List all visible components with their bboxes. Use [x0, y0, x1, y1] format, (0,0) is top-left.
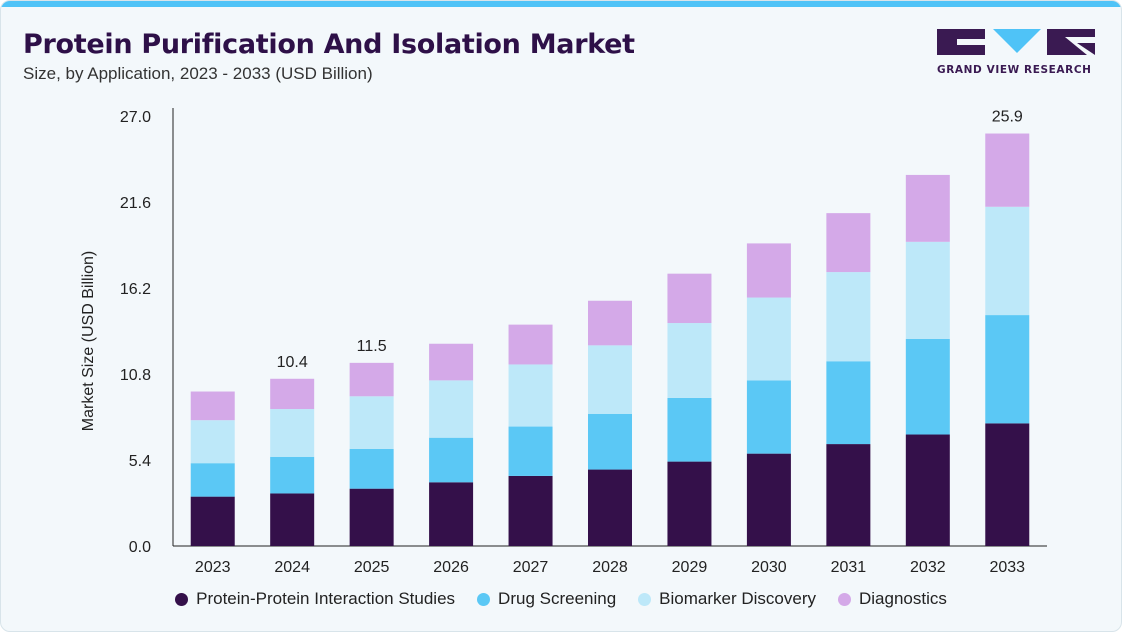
bar-total-label: 25.9: [992, 109, 1023, 126]
bar-2029-biomarker-discovery: [667, 323, 712, 398]
bar-2025-diagnostics: [349, 362, 394, 397]
bar-2028-drug-screening: [588, 413, 632, 470]
page-title: Protein Purification And Isolation Marke…: [23, 29, 635, 60]
bar-2030-drug-screening: [746, 380, 791, 454]
legend-swatch: [638, 592, 652, 606]
y-tick-label: 16.2: [120, 281, 151, 298]
x-tick-label: 2025: [354, 559, 390, 576]
x-tick-label: 2028: [592, 559, 628, 576]
bar-2027-biomarker-discovery: [508, 364, 553, 427]
bar-2024-protein-protein-interaction-studies: [270, 493, 315, 546]
bar-2031-diagnostics: [826, 213, 871, 273]
bar-2031-biomarker-discovery: [826, 272, 871, 362]
x-tick-label: 2032: [910, 559, 946, 576]
legend-label: Drug Screening: [498, 589, 617, 608]
bar-2026-biomarker-discovery: [429, 380, 474, 438]
legend-item: Biomarker Discovery: [638, 589, 816, 609]
bar-2032-diagnostics: [905, 174, 950, 242]
legend-swatch: [837, 592, 851, 606]
y-tick-label: 21.6: [120, 195, 151, 212]
y-tick-label: 27.0: [120, 109, 151, 126]
bar-2030-diagnostics: [746, 243, 791, 298]
accent-bar: [1, 1, 1121, 7]
logo-text: GRAND VIEW RESEARCH: [937, 64, 1092, 76]
x-tick-label: 2031: [831, 559, 867, 576]
bar-2029-drug-screening: [667, 397, 712, 462]
legend-item: Diagnostics: [837, 589, 947, 609]
legend-item: Protein-Protein Interaction Studies: [175, 589, 455, 609]
legend-label: Protein-Protein Interaction Studies: [196, 589, 456, 608]
bar-2030-protein-protein-interaction-studies: [746, 453, 791, 546]
bar-2023-drug-screening: [190, 463, 235, 497]
bar-2029-protein-protein-interaction-studies: [667, 461, 712, 546]
bar-2023-diagnostics: [190, 391, 235, 421]
bar-2027-diagnostics: [508, 324, 553, 365]
legend-item: Drug Screening: [477, 589, 616, 609]
page-subtitle: Size, by Application, 2023 - 2033 (USD B…: [23, 64, 373, 83]
bar-2033-drug-screening: [985, 315, 1030, 424]
x-tick-label: 2026: [433, 559, 469, 576]
grand-view-research-logo: [937, 29, 1095, 55]
bar-2025-drug-screening: [349, 448, 394, 489]
bar-2025-protein-protein-interaction-studies: [349, 488, 394, 546]
x-tick-label: 2023: [195, 559, 231, 576]
x-tick-label: 2029: [672, 559, 708, 576]
y-axis-label: Market Size (USD Billion): [80, 251, 97, 431]
bar-2032-protein-protein-interaction-studies: [905, 434, 950, 546]
bar-2031-protein-protein-interaction-studies: [826, 444, 871, 546]
x-tick-label: 2027: [513, 559, 549, 576]
bar-2024-drug-screening: [270, 456, 315, 494]
bar-2030-biomarker-discovery: [746, 297, 791, 381]
bar-2032-biomarker-discovery: [905, 241, 950, 339]
bar-2023-protein-protein-interaction-studies: [190, 496, 235, 546]
bar-2025-biomarker-discovery: [349, 396, 394, 449]
y-tick-label: 0.0: [129, 539, 151, 556]
bar-2026-diagnostics: [429, 343, 474, 381]
x-tick-label: 2030: [751, 559, 787, 576]
bar-2033-biomarker-discovery: [985, 206, 1030, 316]
legend-swatch: [175, 592, 189, 606]
bar-2027-protein-protein-interaction-studies: [508, 475, 553, 546]
x-tick-label: 2033: [989, 559, 1025, 576]
legend-label: Biomarker Discovery: [659, 589, 816, 608]
bar-2033-diagnostics: [985, 133, 1030, 207]
bar-2024-biomarker-discovery: [270, 409, 315, 457]
bar-2031-drug-screening: [826, 361, 871, 445]
legend-swatch: [477, 592, 491, 606]
legend-label: Diagnostics: [858, 589, 947, 608]
bar-2024-diagnostics: [270, 378, 315, 410]
bar-2028-biomarker-discovery: [588, 345, 632, 414]
bar-total-label: 10.4: [277, 354, 308, 371]
bar-total-label: 11.5: [357, 338, 387, 355]
bar-2028-diagnostics: [588, 300, 632, 346]
chart-legend: Protein-Protein Interaction Studies Drug …: [1, 589, 1121, 609]
bar-2029-diagnostics: [667, 273, 712, 324]
bar-2026-protein-protein-interaction-studies: [429, 482, 474, 546]
bar-2023-biomarker-discovery: [190, 420, 235, 464]
bar-2032-drug-screening: [905, 338, 950, 435]
bar-2033-protein-protein-interaction-studies: [985, 423, 1030, 546]
y-tick-label: 5.4: [129, 453, 151, 470]
bar-2026-drug-screening: [429, 437, 474, 483]
bar-2027-drug-screening: [508, 426, 553, 476]
x-tick-label: 2024: [274, 559, 310, 576]
y-tick-label: 10.8: [120, 367, 151, 384]
bar-2028-protein-protein-interaction-studies: [588, 469, 632, 546]
